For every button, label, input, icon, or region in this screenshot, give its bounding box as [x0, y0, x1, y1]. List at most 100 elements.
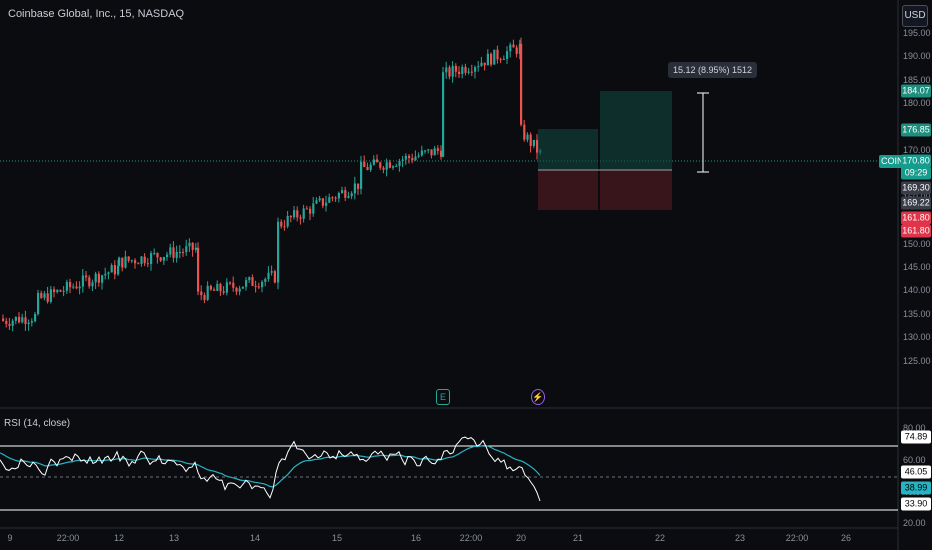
candle-body: [360, 161, 363, 189]
candle-body: [357, 183, 360, 189]
candle-body: [401, 159, 404, 161]
candle-body: [143, 256, 146, 264]
candle-body: [49, 289, 52, 302]
candle-body: [30, 321, 33, 323]
candle-body: [117, 265, 120, 275]
candle-body: [182, 251, 185, 253]
candle-body: [21, 317, 24, 323]
candle-body: [480, 62, 483, 67]
candle-body: [414, 156, 417, 161]
candle-body: [270, 271, 273, 273]
candle-body: [134, 260, 137, 264]
candle-body: [191, 242, 194, 250]
candle-body: [331, 197, 334, 199]
rsi-tick-label: 60.00: [903, 455, 926, 465]
candle-body: [436, 148, 439, 151]
rsi-tick-label: 80.00: [903, 423, 926, 433]
candle-body: [104, 273, 107, 276]
time-tick-label: 16: [410, 533, 422, 543]
price-tag: 161.80: [901, 224, 931, 238]
candle-body: [121, 257, 124, 268]
candle-body: [251, 277, 254, 286]
candle-body: [8, 323, 11, 326]
candle-body: [241, 286, 244, 289]
candle-body: [493, 49, 496, 65]
candle-body: [454, 65, 457, 72]
rsi-tag: 46.05: [901, 465, 931, 479]
time-tick-label: 15: [331, 533, 343, 543]
candle-body: [451, 65, 454, 77]
candle-body: [257, 286, 260, 288]
time-tick-label: 22: [654, 533, 666, 543]
candle-body: [486, 53, 489, 66]
candle-body: [398, 160, 401, 166]
candle-body: [206, 285, 209, 300]
candle-body: [225, 282, 228, 293]
candle-body: [442, 72, 445, 157]
candle-body: [146, 263, 149, 265]
candle-body: [209, 285, 212, 290]
candle-body: [11, 320, 14, 326]
candle-body: [280, 221, 283, 227]
candle-body: [235, 287, 238, 292]
rsi-ma-line: [0, 444, 541, 488]
candle-body: [321, 198, 324, 206]
candle-body: [286, 215, 289, 227]
candle-body: [309, 208, 312, 214]
candle-body: [200, 291, 203, 296]
dividend-event-icon[interactable]: ⚡: [531, 389, 545, 405]
time-tick-label: 22:00: [459, 533, 483, 543]
candle-body: [127, 256, 130, 261]
rsi-indicator-label[interactable]: RSI (14, close): [4, 418, 71, 429]
candle-body: [523, 124, 526, 140]
candle-body: [305, 208, 308, 210]
candle-body: [518, 43, 521, 54]
candle-body: [78, 286, 81, 289]
candle-body: [264, 279, 267, 282]
candle-body: [153, 252, 156, 254]
long-position-tool: [538, 91, 709, 210]
currency-button[interactable]: USD: [902, 5, 928, 27]
earnings-event-icon[interactable]: E: [436, 389, 450, 405]
candle-body: [56, 290, 59, 292]
candle-body: [5, 320, 8, 324]
candle-body: [203, 295, 206, 300]
stop-zone: [538, 170, 598, 210]
candle-body: [477, 66, 480, 68]
candle-body: [222, 291, 225, 293]
candle-body: [245, 280, 248, 287]
price-tick-label: 135.00: [903, 308, 931, 319]
candle-body: [124, 256, 127, 268]
rsi-pane: [0, 436, 898, 511]
candle-body: [113, 265, 116, 275]
price-tick-label: 180.00: [903, 98, 931, 109]
candle-body: [185, 246, 188, 252]
candle-body: [372, 159, 375, 165]
price-tag: 169.30: [901, 181, 931, 195]
candle-body: [302, 208, 305, 219]
candle-body: [420, 150, 423, 156]
candle-body: [440, 150, 443, 157]
candle-body: [411, 157, 414, 161]
rsi-tag: 74.89: [901, 430, 931, 444]
candle-body: [229, 282, 232, 284]
candle-body: [520, 43, 523, 125]
time-tick-label: 22:00: [56, 533, 80, 543]
candle-body: [341, 190, 344, 194]
candle-body: [107, 272, 110, 274]
candle-body: [515, 47, 518, 54]
candle-body: [216, 284, 219, 291]
candle-body: [162, 257, 165, 261]
candle-body: [194, 247, 197, 250]
candle-body: [315, 200, 318, 204]
candle-body: [470, 71, 473, 73]
candle-body: [69, 282, 72, 288]
candle-body: [97, 273, 100, 283]
candle-body: [283, 226, 286, 228]
candle-body: [40, 292, 43, 298]
candle-body: [43, 293, 46, 298]
candle-body: [448, 67, 451, 77]
candle-body: [379, 162, 382, 168]
rsi-tag: 38.99: [901, 481, 931, 495]
